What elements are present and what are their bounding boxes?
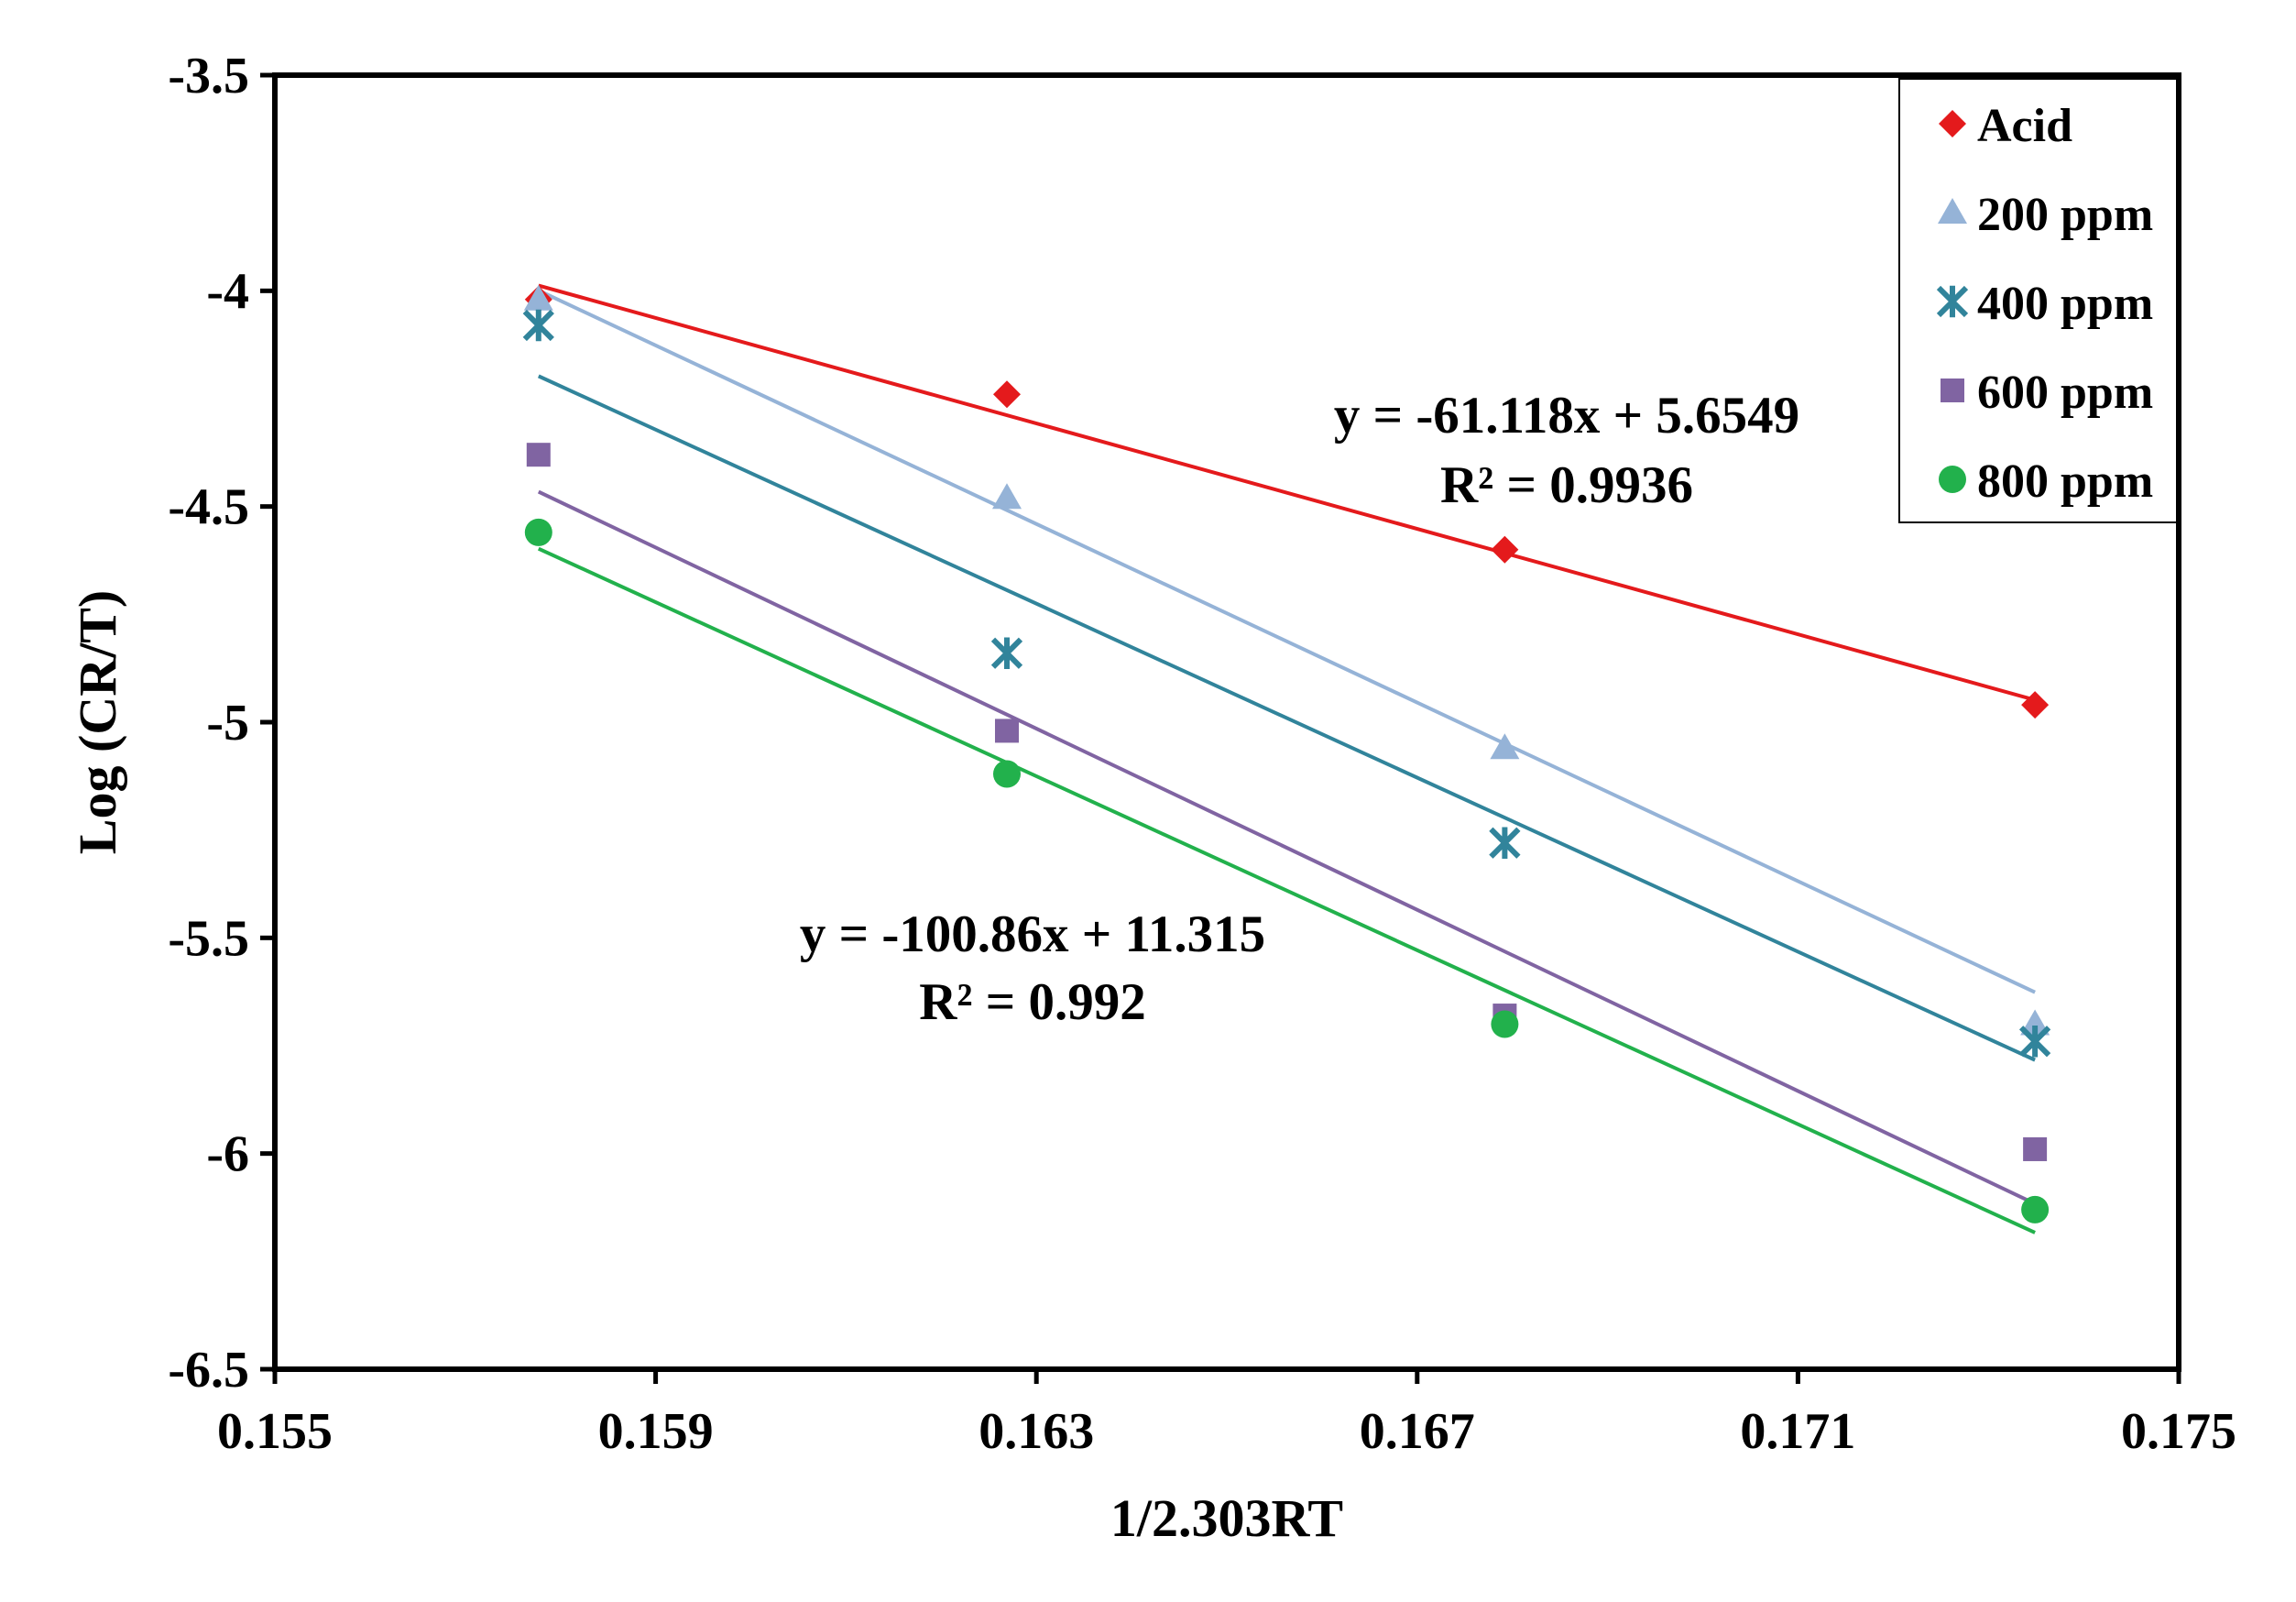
data-point-600-ppm xyxy=(2023,1136,2048,1161)
trendline-equation-800ppm: y = -100.86x + 11.315 R² = 0.992 xyxy=(800,905,1265,1031)
trendline-equation-acid: y = -61.118x + 5.6549 R² = 0.9936 xyxy=(1334,387,1799,514)
data-point-400-ppm xyxy=(1489,827,1521,860)
data-point-800-ppm xyxy=(1491,1010,1519,1038)
y-tick-label: -4.5 xyxy=(168,479,249,536)
legend-label: 600 ppm xyxy=(1977,367,2153,419)
legend-marker-800-ppm xyxy=(1939,466,1966,493)
legend-marker-600-ppm xyxy=(1941,379,1964,402)
legend-label: 400 ppm xyxy=(1977,278,2153,330)
trendline-600-ppm xyxy=(537,489,2036,1206)
plot-area-frame xyxy=(272,72,2181,1372)
y-tick-label: -5.5 xyxy=(168,910,249,967)
trendlines xyxy=(537,283,2036,1234)
legend: Acid 200 ppm 400 ppm 600 ppm 800 ppm xyxy=(1898,78,2178,523)
x-tick-label: 0.167 xyxy=(1360,1403,1475,1460)
legend-label: 200 ppm xyxy=(1977,189,2153,241)
data-point-200-ppm xyxy=(1490,733,1520,760)
data-point-800-ppm xyxy=(524,518,552,546)
data-markers xyxy=(522,284,2051,1223)
legend-label: 800 ppm xyxy=(1977,455,2153,508)
legend-marker-200-ppm xyxy=(1938,198,1967,224)
data-point-acid xyxy=(2021,691,2050,719)
x-tick-label: 0.171 xyxy=(1740,1403,1855,1460)
equation-text: y = -61.118x + 5.6549 xyxy=(1334,387,1799,444)
data-point-200-ppm xyxy=(2020,1009,2050,1036)
y-tick-label: -4 xyxy=(206,263,249,320)
y-axis: -3.5 -4 -4.5 -5 -5.5 -6 -6.5 xyxy=(168,48,275,1399)
data-point-400-ppm xyxy=(990,637,1023,669)
legend-item-600-ppm: 600 ppm xyxy=(1941,367,2153,419)
trendline-acid xyxy=(538,283,2036,702)
legend-item-400-ppm: 400 ppm xyxy=(1936,278,2153,330)
x-tick-label: 0.175 xyxy=(2121,1403,2236,1460)
legend-marker-acid xyxy=(1939,110,1966,137)
x-axis: 0.155 0.159 0.163 0.167 0.171 0.175 xyxy=(217,1369,2236,1460)
y-tick-label: -3.5 xyxy=(168,48,249,104)
legend-label: Acid xyxy=(1977,100,2072,152)
legend-item-800-ppm: 800 ppm xyxy=(1939,455,2153,508)
y-tick-label: -5 xyxy=(206,695,249,752)
x-tick-label: 0.163 xyxy=(979,1403,1094,1460)
data-point-acid xyxy=(1491,535,1519,564)
legend-item-200-ppm: 200 ppm xyxy=(1938,189,2153,241)
data-point-acid xyxy=(992,380,1021,409)
equation-text: y = -100.86x + 11.315 xyxy=(800,905,1265,963)
data-point-800-ppm xyxy=(2021,1195,2050,1223)
x-axis-title: 1/2.303RT xyxy=(1110,1488,1343,1548)
data-point-800-ppm xyxy=(992,760,1021,788)
legend-marker-400-ppm xyxy=(1936,285,1969,318)
trendline-800-ppm xyxy=(537,546,2036,1234)
legend-box xyxy=(1898,78,2178,523)
data-point-400-ppm xyxy=(2018,1026,2051,1058)
y-axis-title: Log (CR/T) xyxy=(68,590,127,854)
y-tick-label: -6 xyxy=(206,1126,249,1183)
r-squared-text: R² = 0.992 xyxy=(919,973,1145,1031)
legend-item-acid: Acid xyxy=(1939,100,2072,152)
data-point-600-ppm xyxy=(526,443,551,467)
data-point-200-ppm xyxy=(991,483,1022,510)
y-tick-label: -6.5 xyxy=(168,1342,249,1399)
data-point-400-ppm xyxy=(522,309,554,342)
trendline-200-ppm xyxy=(537,289,2036,994)
data-point-200-ppm xyxy=(523,284,553,311)
trendline-400-ppm xyxy=(537,374,2036,1062)
data-point-600-ppm xyxy=(994,719,1019,743)
x-tick-label: 0.159 xyxy=(598,1403,714,1460)
x-tick-label: 0.155 xyxy=(217,1403,333,1460)
r-squared-text: R² = 0.9936 xyxy=(1440,456,1693,514)
